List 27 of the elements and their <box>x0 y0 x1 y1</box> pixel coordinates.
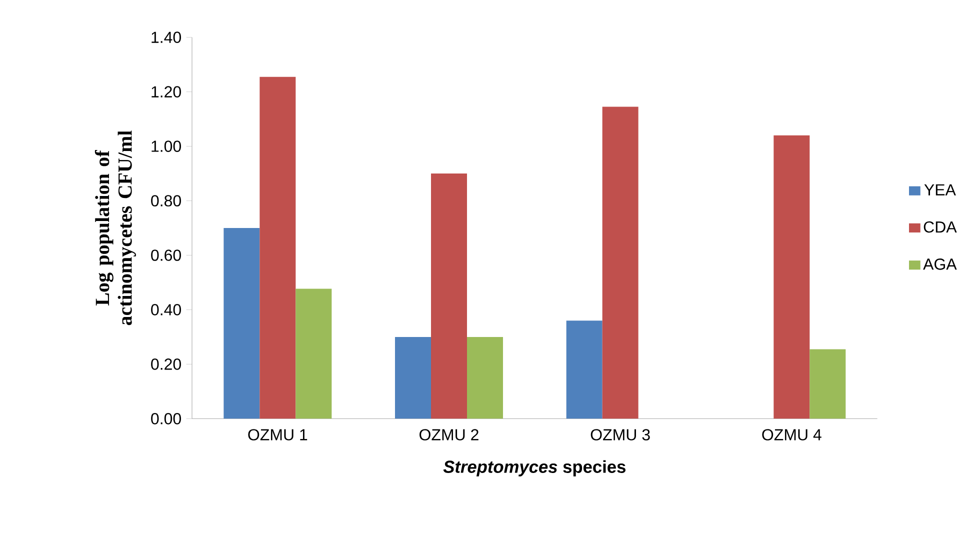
bar <box>395 336 431 419</box>
x-tick-label: OZMU 1 <box>248 428 308 440</box>
y-tick-label: 1.40 <box>152 32 181 43</box>
bar <box>566 320 602 419</box>
y-axis-title: Log population of actinomycetes CFU/ml <box>94 130 136 325</box>
legend-label: AGA <box>923 258 957 270</box>
bar <box>467 336 503 419</box>
x-tick-label: OZMU 4 <box>762 428 822 440</box>
y-tick-label: 0.40 <box>151 304 181 316</box>
x-tick-label: OZMU 2 <box>420 428 478 440</box>
y-tick-label: 0.00 <box>151 412 181 424</box>
bar <box>260 76 296 419</box>
bar <box>431 173 467 419</box>
x-axis-title: Streptomyces species <box>443 460 626 476</box>
legend-label: YEA <box>924 184 956 196</box>
bar <box>296 288 332 419</box>
bar <box>774 135 810 419</box>
y-tick-label: 0.80 <box>151 194 181 206</box>
y-tick-label: 0.20 <box>151 358 181 370</box>
bar <box>602 106 638 419</box>
y-tick-label: 1.20 <box>152 86 181 98</box>
bar <box>810 349 846 419</box>
y-tick-label: 1.00 <box>152 140 181 152</box>
bar <box>224 228 260 419</box>
legend-label: CDA <box>924 221 957 232</box>
y-tick-label: 0.60 <box>151 249 181 261</box>
x-tick-label: OZMU 3 <box>590 428 650 440</box>
